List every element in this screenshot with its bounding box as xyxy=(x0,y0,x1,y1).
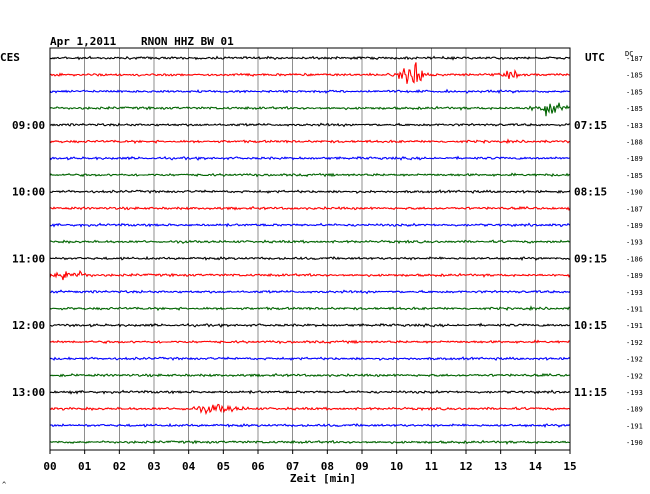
x-tick-label: 10 xyxy=(390,460,403,473)
x-tick-label: 03 xyxy=(147,460,160,473)
trace-row-22 xyxy=(49,422,571,428)
trace-row-21 xyxy=(49,403,571,416)
x-tick-label: 11 xyxy=(425,460,439,473)
dc-offset-label: -192 xyxy=(626,372,643,380)
x-tick-label: 13 xyxy=(494,460,507,473)
dc-offset-label: -189 xyxy=(626,406,643,414)
x-tick-label: 04 xyxy=(182,460,196,473)
x-tick-label: 02 xyxy=(113,460,126,473)
x-tick-label: 01 xyxy=(78,460,92,473)
trace-row-14 xyxy=(49,289,571,295)
trace-row-11 xyxy=(49,239,571,245)
dc-offset-label: -190 xyxy=(626,439,643,447)
trace-row-20 xyxy=(49,389,571,395)
x-tick-label: 00 xyxy=(43,460,56,473)
left-time-label: 09:00 xyxy=(12,119,45,132)
dc-label: DC xyxy=(625,50,633,58)
right-time-label: 07:15 xyxy=(574,119,607,132)
x-tick-label: 15 xyxy=(563,460,576,473)
dc-offset-label: -193 xyxy=(626,289,643,297)
trace-row-10 xyxy=(49,222,571,228)
dc-offset-label: -193 xyxy=(626,239,643,247)
right-time-label: 10:15 xyxy=(574,319,607,332)
dc-offset-label: -191 xyxy=(626,422,643,430)
plot-frame xyxy=(49,47,571,451)
dc-offset-label: -189 xyxy=(626,272,643,280)
trace-row-8 xyxy=(49,189,571,194)
left-time-label: 11:00 xyxy=(12,252,45,265)
trace-row-5 xyxy=(49,138,571,145)
dc-offset-label: -192 xyxy=(626,339,643,347)
left-zone-label: CES xyxy=(0,51,20,64)
dc-offset-label: -186 xyxy=(626,255,643,263)
dc-offset-label: -185 xyxy=(626,88,643,96)
trace-row-4 xyxy=(49,122,571,128)
dc-offset-label: -192 xyxy=(626,356,643,364)
labels: 00 01 02 03 04 05 06 07 08 09 10 11 12 13 14 15 -187 -185… xyxy=(12,55,643,473)
dc-offset-label: -189 xyxy=(626,155,643,163)
dc-offset-label: -188 xyxy=(626,139,643,147)
chart-date: Apr 1,2011 xyxy=(50,35,117,48)
right-zone-label: UTC xyxy=(585,51,605,64)
x-tick-label: 05 xyxy=(217,460,230,473)
left-time-label: 10:00 xyxy=(12,186,45,199)
left-time-label: 13:00 xyxy=(12,386,45,399)
footer-mark: ^ xyxy=(2,481,6,489)
trace-row-23 xyxy=(49,439,570,445)
dc-offset-label: -189 xyxy=(626,222,643,230)
dc-offset-label: -191 xyxy=(626,306,643,314)
x-tick-label: 12 xyxy=(459,460,472,473)
trace-rows xyxy=(49,55,571,445)
trace-row-9 xyxy=(49,205,571,211)
dc-offset-label: -185 xyxy=(626,172,643,180)
trace-row-1 xyxy=(49,62,570,84)
trace-row-15 xyxy=(49,305,571,312)
right-time-label: 09:15 xyxy=(574,252,607,265)
dc-offset-label: -187 xyxy=(626,55,643,63)
dc-offset-label: -185 xyxy=(626,72,643,80)
right-time-label: 11:15 xyxy=(574,386,607,399)
x-tick-label: 09 xyxy=(355,460,368,473)
dc-offset-label: -190 xyxy=(626,189,643,197)
chart-station: RNON HHZ BW 01 xyxy=(141,35,234,48)
trace-row-2 xyxy=(49,88,571,94)
dc-offset-label: -185 xyxy=(626,105,643,113)
trace-row-7 xyxy=(49,172,571,178)
dc-offset-label: -191 xyxy=(626,322,643,330)
trace-row-3 xyxy=(49,102,571,117)
x-tick-label: 08 xyxy=(321,460,334,473)
trace-row-18 xyxy=(49,356,571,361)
trace-row-12 xyxy=(49,255,571,261)
x-tick-label: 14 xyxy=(529,460,543,473)
dc-offset-label: -183 xyxy=(626,122,643,130)
right-time-label: 08:15 xyxy=(574,186,607,199)
dc-offset-label: -187 xyxy=(626,205,643,213)
x-tick-label: 06 xyxy=(251,460,265,473)
trace-row-16 xyxy=(50,322,571,328)
trace-row-13 xyxy=(49,269,571,281)
trace-row-17 xyxy=(49,339,571,345)
x-tick-label: 07 xyxy=(286,460,299,473)
left-time-label: 12:00 xyxy=(12,319,45,332)
trace-row-0 xyxy=(49,55,571,61)
trace-row-6 xyxy=(49,155,571,161)
dc-offset-label: -193 xyxy=(626,389,643,397)
x-axis-label: Zeit [min] xyxy=(290,472,356,485)
trace-row-19 xyxy=(49,372,571,378)
